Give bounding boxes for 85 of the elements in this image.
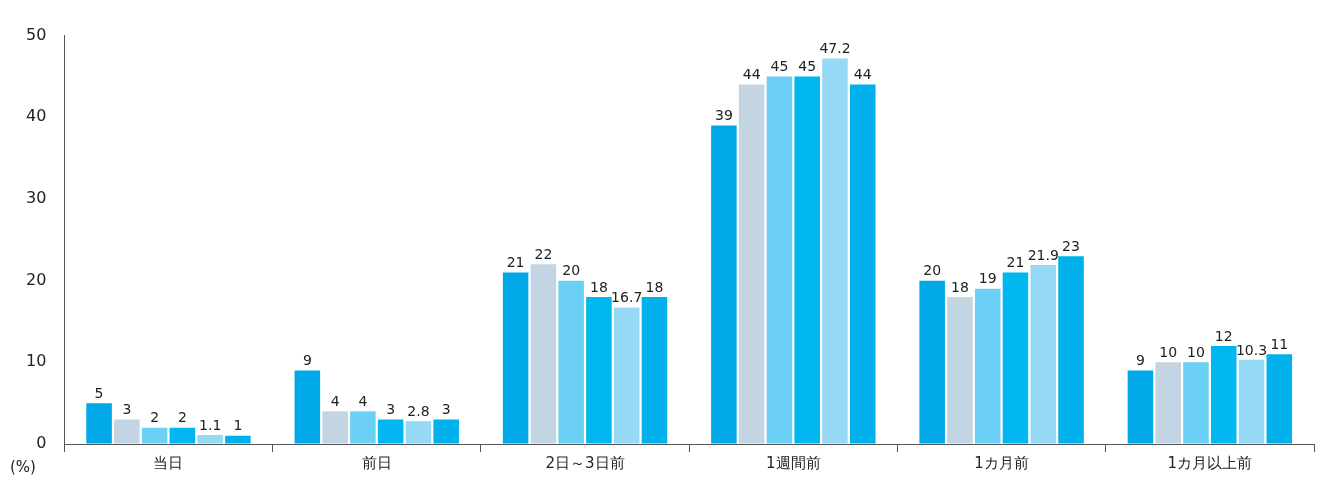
- bar: [114, 419, 140, 444]
- bar: [794, 76, 820, 444]
- bar: [322, 411, 348, 444]
- data-label: 45: [798, 58, 817, 75]
- data-label: 18: [590, 278, 608, 295]
- data-label: 44: [742, 66, 761, 83]
- bar: [1183, 362, 1209, 444]
- bar: [1238, 359, 1265, 444]
- data-label: 20: [562, 262, 581, 279]
- data-label: 10: [1159, 343, 1178, 360]
- data-label: 12: [1214, 327, 1233, 344]
- data-label: 23: [1062, 237, 1080, 254]
- bar: [974, 288, 1001, 444]
- data-label: 47.2: [819, 40, 851, 57]
- data-label: 18: [645, 278, 664, 295]
- data-label: 45: [770, 58, 789, 75]
- x-tick-label: 1週間前: [766, 453, 821, 472]
- bar: [1155, 362, 1181, 444]
- y-tick-label: 10: [26, 351, 47, 371]
- bar: [711, 125, 737, 444]
- data-label: 9: [302, 352, 312, 369]
- data-label: 4: [330, 392, 340, 409]
- data-label: 16.7: [611, 289, 643, 306]
- data-label: 10.3: [1235, 341, 1268, 358]
- bar: [86, 403, 112, 444]
- data-label: 20: [923, 262, 942, 279]
- bar: [919, 280, 945, 444]
- bar: [1058, 256, 1084, 444]
- x-tick-label: 当日: [153, 453, 184, 472]
- data-label: 39: [714, 107, 733, 124]
- data-label: 9: [1135, 352, 1145, 369]
- x-tick-label: 1カ月以上前: [1167, 453, 1253, 472]
- y-tick-label: 30: [26, 188, 47, 208]
- data-label: 4: [358, 392, 368, 409]
- bar: [738, 84, 765, 444]
- data-label: 2.8: [407, 402, 430, 419]
- bar: [822, 58, 848, 444]
- y-tick-label: 50: [26, 24, 47, 44]
- data-label: 1: [233, 417, 243, 434]
- bar: [1002, 272, 1029, 444]
- data-label: 3: [122, 401, 132, 418]
- data-label: 3: [386, 401, 396, 418]
- data-label: 10: [1187, 343, 1205, 360]
- data-label: 11: [1270, 335, 1289, 352]
- bar: [586, 296, 612, 444]
- bar: [1210, 345, 1237, 444]
- data-label: 44: [853, 66, 872, 83]
- x-tick-label: 2日～3日前: [545, 453, 625, 472]
- bar: [225, 435, 251, 444]
- data-label: 21: [1006, 254, 1025, 271]
- bar: [433, 419, 459, 444]
- x-tick-label: 前日: [361, 453, 392, 472]
- bar: [405, 421, 432, 444]
- data-label: 3: [441, 401, 451, 418]
- data-label: 1.1: [199, 416, 222, 433]
- bar: [294, 370, 321, 444]
- bar: [377, 419, 404, 444]
- bar: [947, 296, 973, 444]
- y-tick-label: 20: [26, 269, 47, 289]
- bar: [1030, 265, 1057, 444]
- data-label: 18: [951, 278, 969, 295]
- bar: [141, 427, 168, 444]
- bar: [169, 427, 196, 444]
- x-tick-label: 1カ月前: [974, 453, 1029, 472]
- y-axis-title: (%): [10, 457, 36, 476]
- bar: [1127, 370, 1154, 444]
- data-label: 19: [978, 270, 997, 287]
- bar: [530, 264, 557, 444]
- data-label: 21: [506, 254, 525, 271]
- bar: [1266, 354, 1293, 444]
- bar: [613, 307, 640, 444]
- data-label: 2: [150, 409, 160, 426]
- bar: [766, 76, 793, 444]
- data-label: 22: [534, 245, 553, 262]
- bar: [350, 411, 376, 444]
- data-label: 2: [177, 409, 187, 426]
- data-label: 5: [94, 384, 104, 401]
- bar: [641, 296, 668, 444]
- y-tick-label: 40: [26, 106, 47, 126]
- bar: [558, 280, 584, 444]
- y-tick-label: 0: [36, 433, 47, 453]
- data-label: 21.9: [1027, 246, 1059, 263]
- bar: [849, 84, 876, 444]
- bar: [197, 435, 223, 444]
- bar: [502, 272, 529, 444]
